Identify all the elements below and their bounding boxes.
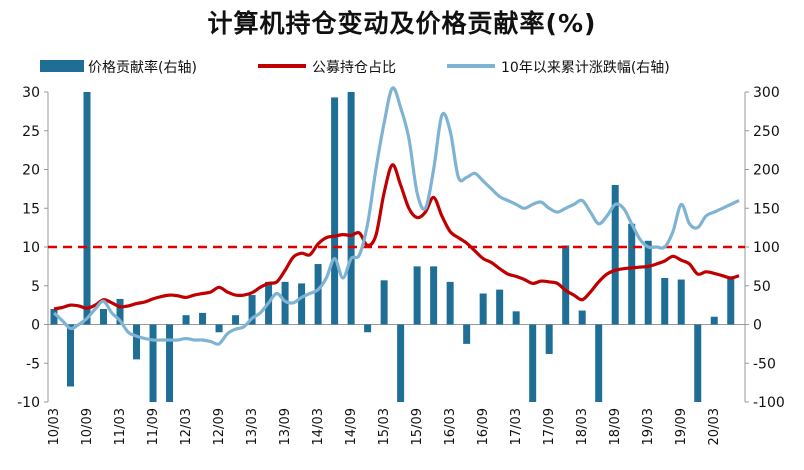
right-tick-label: 50 (753, 279, 771, 295)
contrib-bar (661, 278, 669, 325)
right-tick-label: 100 (753, 240, 780, 256)
contrib-bar (67, 324, 75, 387)
x-tick-label: 15/09 (410, 408, 425, 445)
x-tick-label: 11/03 (113, 408, 128, 445)
contrib-bar (727, 278, 735, 325)
legend-label-contrib: 价格贡献率(右轴) (88, 59, 197, 76)
contrib-bar (83, 92, 91, 325)
x-tick-label: 13/03 (245, 408, 260, 445)
contrib-bar (512, 311, 520, 325)
left-tick-label: -10 (17, 395, 40, 411)
x-tick-label: 19/03 (641, 408, 656, 445)
right-tick-label: 150 (753, 201, 780, 217)
x-tick-label: 19/09 (674, 408, 689, 445)
contrib-bar (380, 280, 388, 325)
x-tick-label: 11/09 (146, 408, 161, 445)
right-tick-label: 200 (753, 163, 780, 179)
left-tick-label: -5 (26, 356, 40, 372)
contrib-bar (496, 289, 504, 325)
contrib-bar (479, 293, 487, 325)
chart-title: 计算机持仓变动及价格贡献率(%) (207, 9, 597, 38)
x-tick-label: 20/03 (707, 408, 722, 445)
legend-label-holding: 公募持仓占比 (312, 60, 396, 76)
x-tick-label: 17/03 (509, 408, 524, 445)
contrib-bar (133, 324, 141, 360)
contrib-bar (529, 324, 537, 402)
left-tick-label: 15 (22, 201, 40, 217)
x-tick-label: 14/09 (344, 408, 359, 445)
x-tick-label: 14/03 (311, 408, 326, 445)
contrib-bar (298, 283, 306, 325)
left-tick-label: 25 (22, 124, 40, 140)
axes: 302520151050-5-10300250200150100500-50-1… (17, 85, 785, 445)
contrib-bar (347, 92, 355, 325)
contrib-bar (611, 185, 619, 325)
contrib-bar (100, 309, 108, 325)
contrib-bar (446, 281, 454, 325)
x-tick-label: 18/03 (575, 408, 590, 445)
cum-line (52, 86, 740, 346)
contrib-bar (182, 315, 190, 325)
contrib-bar (413, 266, 421, 325)
contrib-bar (331, 97, 339, 325)
contrib-bar (199, 312, 207, 325)
holding-line (53, 163, 740, 311)
contrib-bar (215, 324, 223, 333)
contrib-bar (430, 266, 438, 325)
contrib-bar (677, 279, 685, 325)
left-tick-label: 30 (22, 85, 40, 101)
contrib-bar (281, 281, 289, 325)
legend-label-cum: 10年以来累计涨跌幅(右轴) (501, 60, 670, 76)
contrib-bar (595, 324, 603, 402)
contrib-bar (314, 264, 322, 325)
contrib-bar (166, 324, 174, 402)
contrib-bar (364, 324, 372, 333)
right-tick-label: -100 (753, 395, 785, 411)
contrib-bar (644, 240, 652, 325)
left-tick-label: 20 (22, 163, 40, 179)
contrib-bar (232, 315, 240, 325)
right-tick-label: 0 (753, 318, 762, 334)
x-tick-label: 16/03 (443, 408, 458, 445)
legend: 价格贡献率(右轴) 公募持仓占比 10年以来累计涨跌幅(右轴) (40, 59, 670, 76)
contrib-bar (397, 324, 405, 402)
contrib-bar (628, 223, 636, 325)
contrib-bar (578, 310, 586, 325)
left-tick-label: 0 (31, 318, 40, 334)
x-tick-label: 10/03 (47, 408, 62, 445)
contrib-bar (116, 298, 124, 325)
x-tick-label: 17/09 (542, 408, 557, 445)
right-tick-label: 250 (753, 124, 780, 140)
x-tick-label: 15/03 (377, 408, 392, 445)
contrib-bar (562, 245, 570, 325)
contrib-bar (463, 324, 471, 344)
contrib-bar (545, 324, 553, 354)
contrib-bar (710, 316, 718, 325)
right-tick-label: 300 (753, 85, 780, 101)
bar-series (50, 92, 735, 402)
left-tick-label: 10 (22, 240, 40, 256)
x-tick-label: 16/09 (476, 408, 491, 445)
x-tick-label: 10/09 (80, 408, 95, 445)
right-tick-label: -50 (753, 356, 776, 372)
x-tick-label: 18/09 (608, 408, 623, 445)
x-tick-label: 12/09 (212, 408, 227, 445)
x-tick-label: 12/03 (179, 408, 194, 445)
contrib-bar (248, 295, 256, 325)
line-series (52, 86, 740, 346)
contrib-bar (149, 324, 157, 402)
contrib-bar (694, 324, 702, 402)
contrib-bar (50, 309, 58, 325)
legend-swatch-contrib (40, 60, 84, 72)
left-tick-label: 5 (31, 279, 40, 295)
x-tick-label: 13/09 (278, 408, 293, 445)
